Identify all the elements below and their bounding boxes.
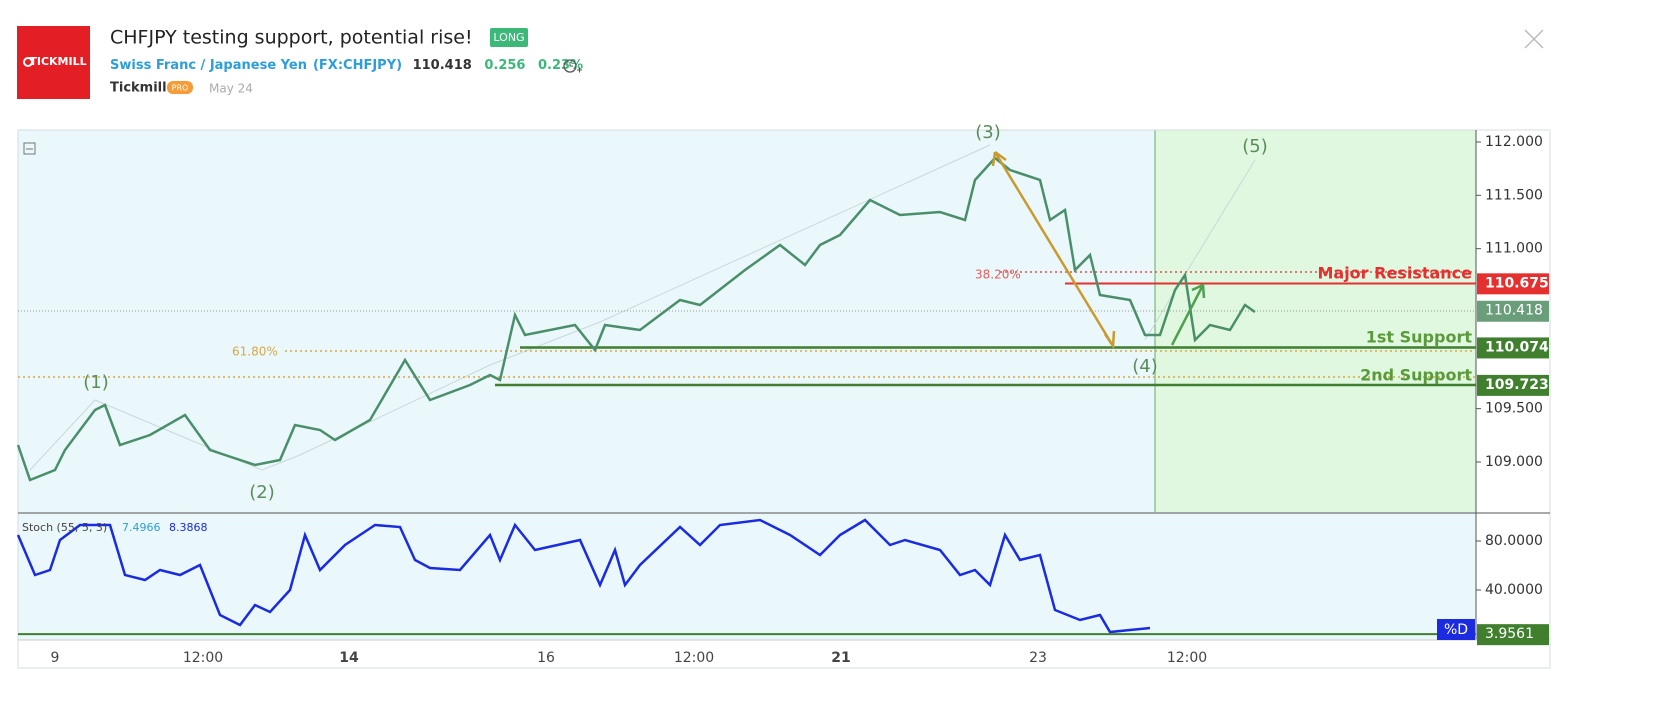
wave-labels: (1) (2) (3) (4) (5) (83, 122, 1268, 503)
stoch-k: 7.4966 (122, 521, 161, 534)
price-tag (1477, 300, 1549, 322)
badge-text: LONG (493, 31, 524, 44)
wave-line (29, 144, 991, 471)
price-tag (1477, 337, 1549, 359)
alert-icon[interactable] (563, 59, 582, 73)
x-tick-label: 12:00 (183, 650, 223, 666)
stoch-legend-box (1437, 619, 1475, 640)
arrow-up (1170, 283, 1206, 346)
x-tick-label: 14 (339, 650, 359, 666)
logo (17, 26, 90, 99)
collapse-button[interactable] (23, 142, 36, 155)
badge (490, 28, 528, 47)
price-tag-label: 110.074 (1485, 339, 1549, 355)
stoch-label: Stoch (55, 5, 3) (22, 521, 107, 534)
close-button[interactable] (1524, 29, 1544, 49)
date: May 24 (209, 82, 253, 96)
x-tick-label: 23 (1029, 650, 1047, 666)
price: 110.418 (413, 58, 472, 73)
stoch-tick-label: 80.0000 (1485, 533, 1543, 549)
price-tag-label: 110.418 (1485, 303, 1543, 319)
logo-text: TICKMILL (29, 55, 86, 68)
price-tag-label: 110.675 (1485, 275, 1549, 291)
pro-text: PRO (172, 84, 189, 93)
fib-label: 61.80% (232, 345, 278, 359)
price-tick-label: 109.000 (1485, 454, 1543, 470)
wave-line (1144, 159, 1256, 341)
pro-badge (167, 81, 193, 94)
author[interactable]: Tickmill (110, 81, 167, 96)
level-label: Major Resistance (1317, 264, 1472, 283)
wave-label: (5) (1242, 136, 1268, 157)
wave-label: (2) (249, 482, 275, 503)
target-zone (1155, 130, 1476, 512)
symbol-code[interactable]: FX:CHFJPY (319, 58, 397, 73)
stoch-tag-label: 3.9561 (1485, 626, 1534, 642)
symbol-line[interactable]: Swiss Franc / Japanese Yen (FX:CHFJPY) 11… (110, 58, 583, 73)
level-label: 2nd Support (1360, 366, 1472, 385)
arrow-down (991, 150, 1116, 350)
change: 0.256 (484, 58, 525, 73)
stoch-tick-label: 40.0000 (1485, 582, 1543, 598)
stoch-d: 8.3868 (169, 521, 208, 534)
chart-frame (17, 129, 1551, 669)
stoch-line (16, 518, 1151, 634)
symbol-name[interactable]: Swiss Franc / Japanese Yen (110, 58, 307, 73)
x-tick-label: 16 (537, 650, 555, 666)
price-tag (1477, 374, 1549, 396)
price-tag (1477, 273, 1549, 295)
stoch-legend: %D (1444, 622, 1468, 638)
x-tick-label: 12:00 (674, 650, 714, 666)
x-tick-label: 12:00 (1167, 650, 1207, 666)
price-tick-label: 111.500 (1485, 187, 1543, 203)
stoch-tag (1477, 624, 1549, 646)
price-path (16, 156, 1256, 482)
level-label: 1st Support (1366, 328, 1473, 347)
x-tick-label: 21 (831, 650, 850, 666)
wave-label: (4) (1132, 356, 1158, 377)
title: CHFJPY testing support, potential rise! (110, 27, 473, 49)
fib-label: 38.20% (975, 268, 1021, 282)
price-tick-label: 112.000 (1485, 134, 1543, 150)
price-tick-label: 109.500 (1485, 401, 1543, 417)
x-axis: 9 12:00 14 16 12:00 21 23 12:00 (51, 650, 1208, 666)
x-tick-label: 9 (51, 650, 60, 666)
price-tag-label: 109.723 (1485, 377, 1549, 393)
price-tick-label: 111.000 (1485, 241, 1543, 257)
logo-icon (23, 57, 33, 67)
change-pct: 0.23% (538, 58, 583, 73)
wave-label: (3) (975, 122, 1001, 143)
wave-label: (1) (83, 372, 109, 393)
